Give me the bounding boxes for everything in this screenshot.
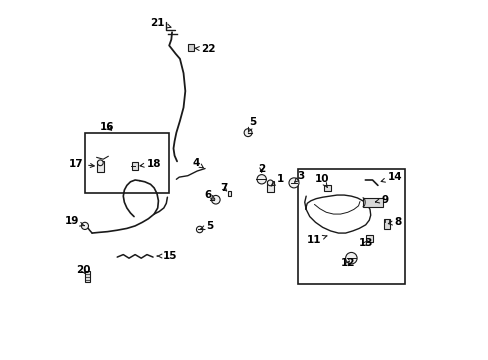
Circle shape bbox=[257, 175, 266, 184]
Text: 1: 1 bbox=[271, 174, 284, 186]
Circle shape bbox=[81, 222, 88, 229]
Bar bbox=[97, 161, 104, 172]
Bar bbox=[383, 219, 389, 229]
Bar bbox=[366, 234, 372, 242]
Text: 3: 3 bbox=[294, 171, 304, 182]
Text: 2: 2 bbox=[258, 163, 265, 174]
Text: 16: 16 bbox=[100, 122, 115, 132]
Text: 11: 11 bbox=[306, 235, 326, 245]
Circle shape bbox=[196, 226, 203, 233]
Text: 10: 10 bbox=[314, 174, 328, 187]
Text: 8: 8 bbox=[387, 217, 401, 227]
Circle shape bbox=[267, 180, 273, 186]
Text: 22: 22 bbox=[195, 44, 215, 54]
Bar bbox=[362, 198, 382, 207]
Bar bbox=[85, 134, 169, 193]
Bar bbox=[227, 191, 231, 196]
Circle shape bbox=[211, 195, 220, 204]
Bar bbox=[85, 271, 89, 282]
Text: 5: 5 bbox=[248, 117, 256, 132]
Bar bbox=[297, 168, 405, 284]
Text: 18: 18 bbox=[140, 159, 161, 169]
Text: 9: 9 bbox=[375, 195, 388, 205]
Bar bbox=[266, 181, 273, 192]
Text: 4: 4 bbox=[192, 158, 203, 168]
Circle shape bbox=[244, 129, 251, 136]
Circle shape bbox=[288, 178, 298, 188]
Text: 7: 7 bbox=[220, 183, 227, 193]
Text: 17: 17 bbox=[68, 159, 94, 169]
Text: 12: 12 bbox=[340, 258, 354, 268]
Text: 14: 14 bbox=[380, 172, 402, 182]
Text: 15: 15 bbox=[157, 251, 177, 261]
Circle shape bbox=[97, 160, 103, 166]
Bar bbox=[324, 185, 330, 191]
Text: 13: 13 bbox=[358, 238, 372, 248]
Text: 20: 20 bbox=[76, 265, 90, 275]
Text: 6: 6 bbox=[204, 190, 214, 200]
Circle shape bbox=[345, 252, 356, 264]
Text: 19: 19 bbox=[64, 216, 84, 226]
Text: 5: 5 bbox=[200, 221, 213, 231]
Bar bbox=[132, 162, 138, 170]
Bar bbox=[187, 44, 193, 50]
Text: 21: 21 bbox=[150, 18, 171, 28]
